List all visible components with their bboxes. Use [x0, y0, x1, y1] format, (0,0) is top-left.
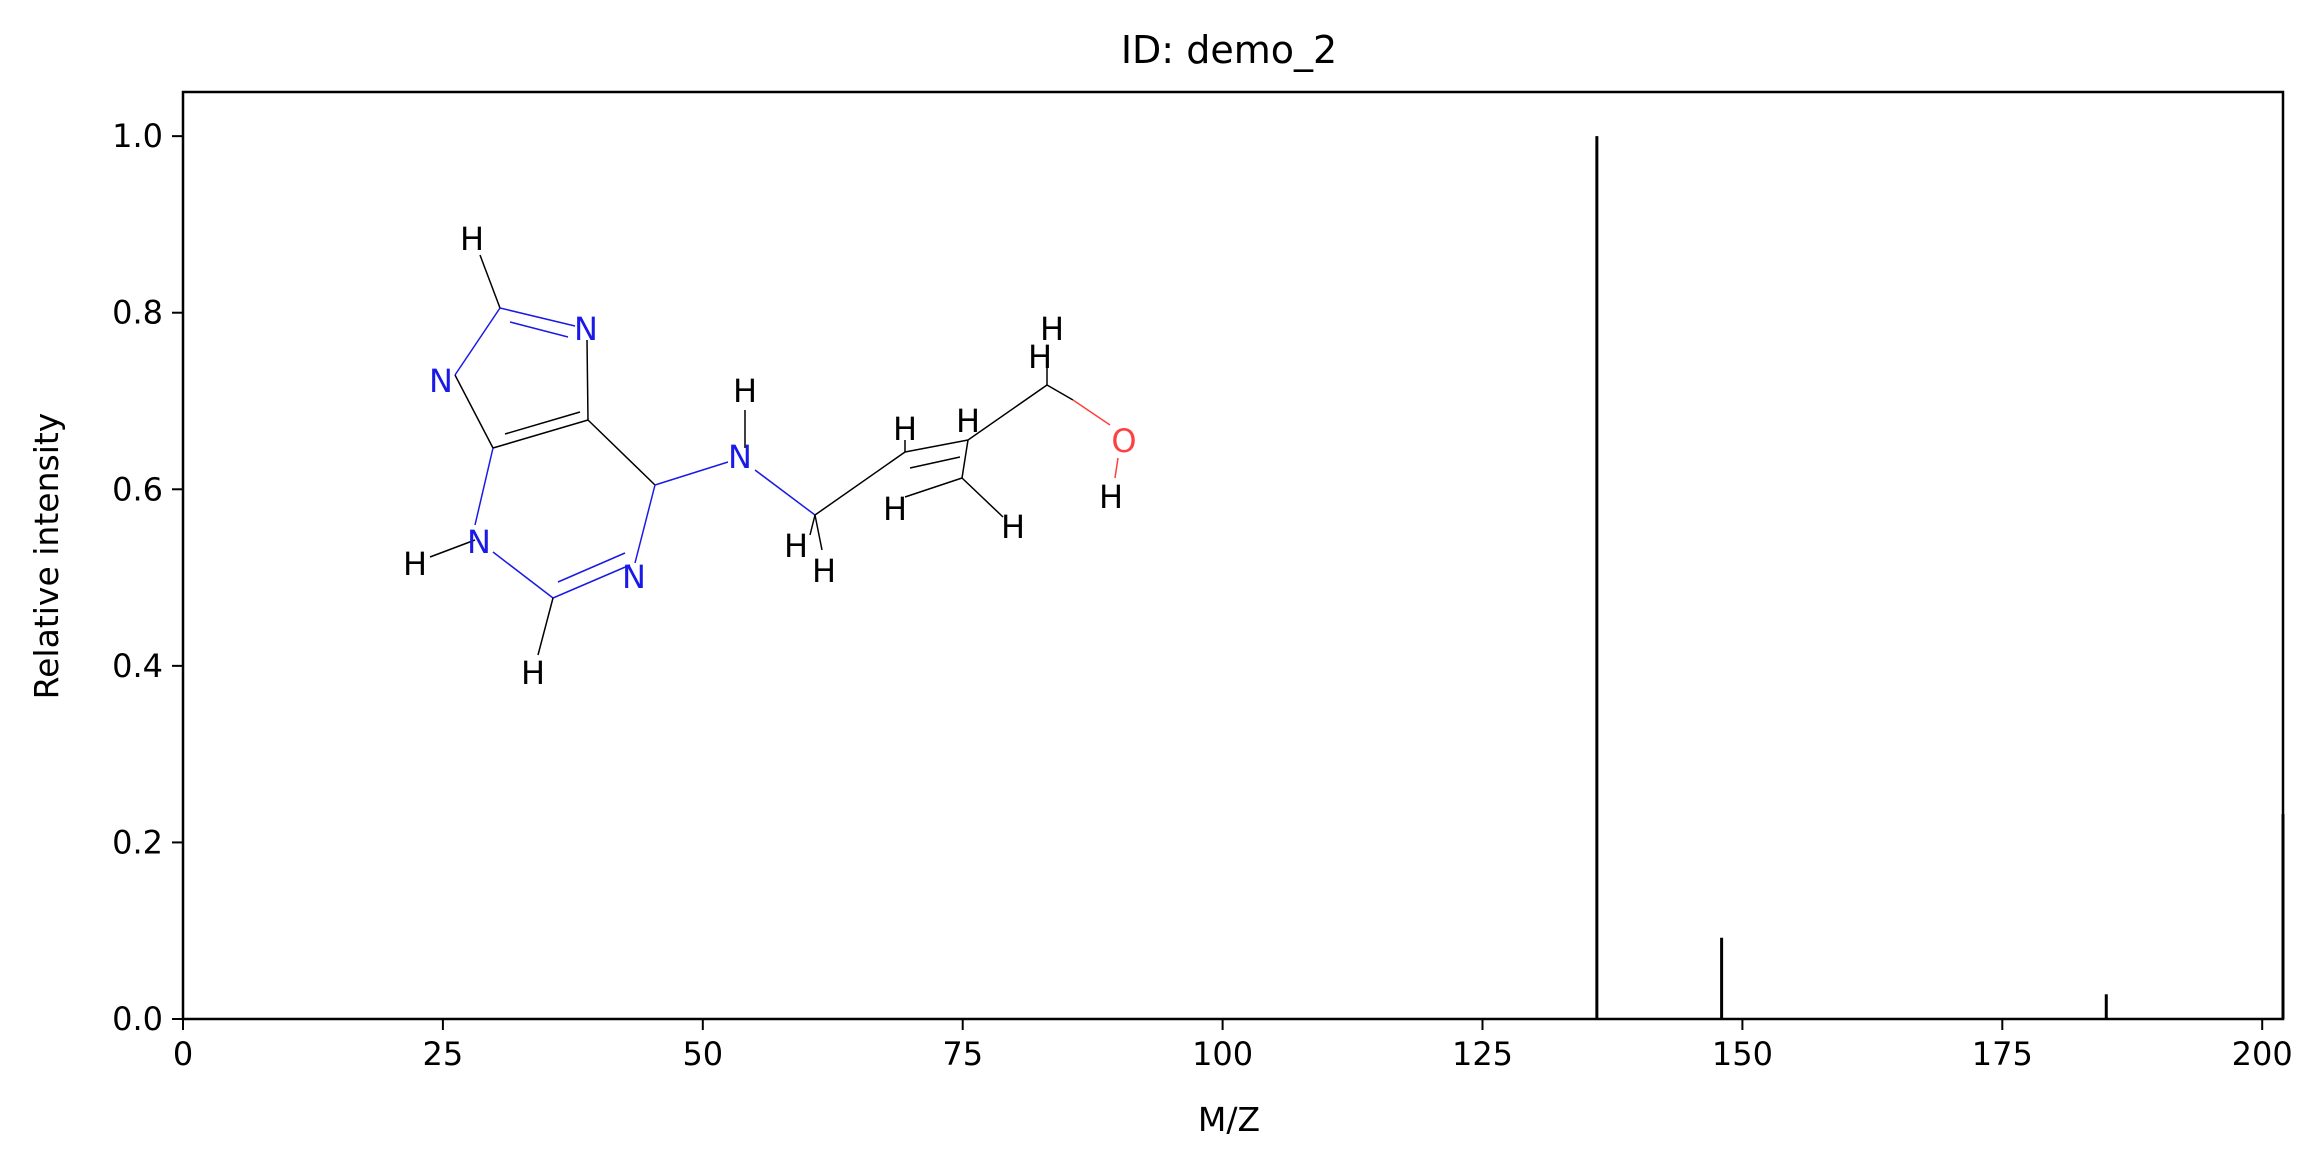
bond: [961, 477, 1004, 518]
bond: [909, 456, 961, 469]
bond: [754, 469, 816, 516]
y-axis-ticks: 0.0 0.2 0.4 0.6 0.8 1.0: [112, 117, 183, 1038]
atom-label: H: [460, 220, 484, 258]
atom-label: H: [812, 552, 836, 590]
x-tick-label: 175: [1972, 1035, 2033, 1073]
atom-label: H: [521, 654, 545, 692]
y-axis-label: Relative intensity: [27, 413, 66, 700]
atom-label: H: [893, 410, 917, 448]
bond: [654, 461, 729, 486]
bond: [814, 451, 906, 516]
chart-title: ID: demo_2: [1121, 28, 1337, 72]
bond: [552, 564, 631, 599]
bond: [474, 447, 494, 526]
y-tick-label: 0.2: [112, 823, 163, 861]
x-tick-label: 125: [1452, 1035, 1513, 1073]
x-tick-label: 50: [682, 1035, 723, 1073]
y-tick-label: 0.4: [112, 647, 163, 685]
atom-label: H: [784, 527, 808, 565]
atom-label: H: [733, 372, 757, 410]
bond: [1046, 384, 1074, 401]
x-tick-label: 100: [1192, 1035, 1253, 1073]
atom-label: H: [956, 402, 980, 440]
bond: [429, 539, 476, 558]
atom-label: N: [622, 558, 646, 596]
x-axis-ticks: 0 25 50 75 100 125 150 175 200: [173, 1019, 2293, 1073]
bond: [557, 552, 626, 583]
bond: [814, 514, 823, 551]
atom-label: N: [728, 438, 752, 476]
bond: [509, 321, 569, 338]
y-tick-label: 1.0: [112, 117, 163, 155]
atom-label: H: [403, 545, 427, 583]
atom-label: H: [1001, 508, 1025, 546]
bond: [587, 419, 656, 486]
bond: [504, 411, 581, 435]
bond: [586, 339, 589, 421]
molecule-structure: H N N H N H N N H H H H H H H H H O H: [403, 220, 1137, 692]
atom-label: O: [1111, 422, 1136, 460]
y-tick-label: 0.0: [112, 1000, 163, 1038]
atom-label: N: [574, 310, 598, 348]
x-tick-label: 0: [173, 1035, 193, 1073]
bond: [454, 374, 494, 449]
bond: [454, 307, 501, 376]
y-tick-label: 0.6: [112, 470, 163, 508]
x-tick-label: 150: [1712, 1035, 1773, 1073]
atom-label: N: [467, 523, 491, 561]
x-tick-label: 75: [942, 1035, 983, 1073]
atom-label: H: [1028, 338, 1052, 376]
plot-frame: [181, 90, 2285, 1021]
bond: [492, 551, 554, 599]
x-tick-label: 25: [423, 1035, 464, 1073]
bond: [634, 484, 656, 564]
x-axis-label: M/Z: [1198, 1100, 1260, 1139]
bond: [1114, 457, 1119, 479]
bond: [961, 439, 969, 479]
bond: [499, 307, 576, 327]
bond: [1072, 399, 1111, 426]
atom-label: N: [429, 362, 453, 400]
bond: [492, 419, 589, 449]
atom-label: H: [1099, 478, 1123, 516]
bond: [904, 477, 963, 498]
bond: [809, 514, 816, 536]
bond: [967, 384, 1048, 441]
bond: [537, 597, 554, 656]
x-tick-label: 200: [2232, 1035, 2293, 1073]
bond: [479, 254, 501, 309]
bond: [904, 439, 969, 453]
atom-label: H: [1040, 310, 1064, 348]
atom-label: H: [883, 490, 907, 528]
y-tick-label: 0.8: [112, 294, 163, 332]
